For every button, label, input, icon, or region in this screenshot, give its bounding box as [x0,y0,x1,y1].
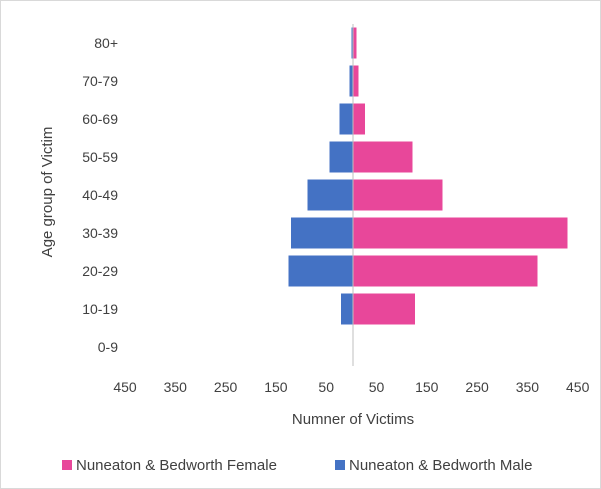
legend-label: Nuneaton & Bedworth Male [349,457,532,474]
y-tick-label: 30-39 [82,225,118,241]
x-tick-label: 150 [264,379,288,395]
legend-item-female: Nuneaton & Bedworth Female [62,457,277,474]
y-tick-label: 40-49 [82,187,118,203]
y-tick-label: 0-9 [98,339,118,355]
bar-female-50-59 [352,140,414,174]
y-tick-label: 20-29 [82,263,118,279]
x-tick-label: 50 [318,379,334,395]
y-tick-label: 50-59 [82,149,118,165]
bar-female-30-39 [352,216,569,250]
bars-layer [287,26,569,326]
bar-male-70-79 [348,64,354,98]
x-tick-label: 450 [566,379,590,395]
bar-female-60-69 [352,102,366,136]
bar-female-10-19 [352,292,416,326]
bar-male-50-59 [328,140,354,174]
y-tick-label: 80+ [94,35,118,51]
x-tick-label: 50 [369,379,385,395]
legend: Nuneaton & Bedworth Female Nuneaton & Bed… [62,457,532,474]
x-tick-label: 250 [465,379,489,395]
y-tick-labels: 0-9 10-19 20-29 30-39 40-49 50-59 60-69 70-79 80… [82,35,118,355]
bar-male-10-19 [340,292,354,326]
legend-label: Nuneaton & Bedworth Female [76,457,277,474]
bar-female-40-49 [352,178,444,212]
legend-item-male: Nuneaton & Bedworth Male [335,457,532,474]
x-tick-label: 150 [415,379,439,395]
bar-female-80+ [352,26,358,60]
x-tick-labels: 450 350 250 150 50 50 150 250 350 450 [113,379,589,395]
bar-female-20-29 [352,254,539,288]
x-tick-label: 350 [164,379,188,395]
bar-male-20-29 [287,254,354,288]
legend-swatch [62,460,72,470]
y-tick-label: 60-69 [82,111,118,127]
x-tick-label: 250 [214,379,238,395]
x-tick-label: 450 [113,379,137,395]
x-tick-label: 350 [516,379,540,395]
y-tick-label: 10-19 [82,301,118,317]
x-axis-title: Numner of Victims [292,411,414,428]
y-tick-label: 70-79 [82,73,118,89]
bar-female-70-79 [352,64,360,98]
y-axis-title: Age group of Victim [39,127,56,258]
bar-male-30-39 [290,216,354,250]
bar-male-40-49 [306,178,354,212]
legend-swatch [335,460,345,470]
bar-male-60-69 [338,102,354,136]
